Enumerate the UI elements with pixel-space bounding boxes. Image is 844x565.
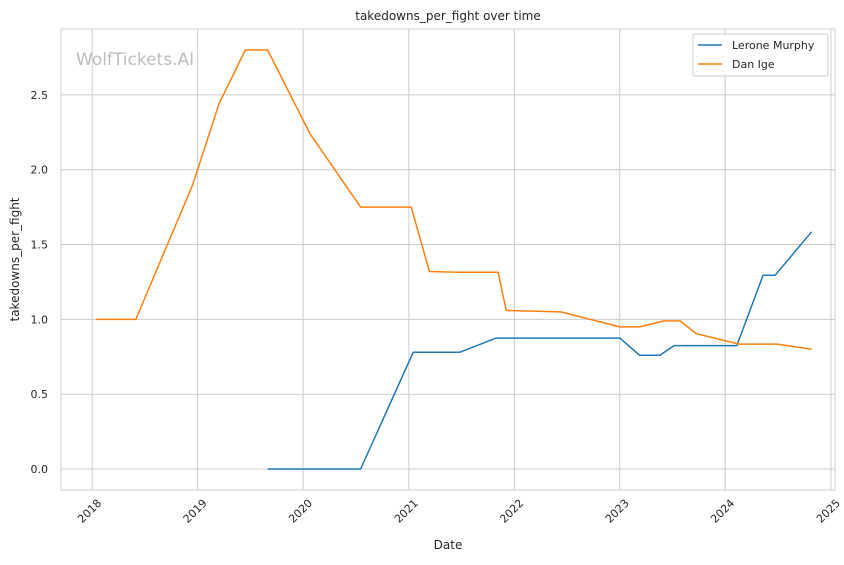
y-tick-label: 2.0 xyxy=(31,164,49,177)
chart-title: takedowns_per_fight over time xyxy=(355,9,541,23)
y-tick-label: 2.5 xyxy=(31,89,49,102)
y-tick-label: 1.0 xyxy=(31,313,49,326)
watermark-text: WolfTickets.AI xyxy=(76,50,194,70)
series-line-dan-ige xyxy=(96,49,812,351)
y-tick-label: 0.0 xyxy=(31,463,49,476)
x-axis-label: Date xyxy=(434,538,463,552)
legend-label-dan-ige: Dan Ige xyxy=(732,58,775,71)
y-tick-labels: 0.0 0.5 1.0 1.5 2.0 2.5 xyxy=(31,89,49,476)
series-line-lerone-murphy xyxy=(267,231,813,470)
y-tick-label: 1.5 xyxy=(31,239,49,252)
legend-box xyxy=(692,33,829,77)
series-layer xyxy=(96,49,813,470)
y-axis-label: takedowns_per_fight xyxy=(8,197,22,321)
legend: Lerone Murphy Dan Ige xyxy=(692,33,829,77)
y-tick-label: 0.5 xyxy=(31,388,49,401)
grid xyxy=(61,29,835,490)
plot-area-frame xyxy=(60,28,836,491)
legend-label-lerone-murphy: Lerone Murphy xyxy=(732,39,815,52)
